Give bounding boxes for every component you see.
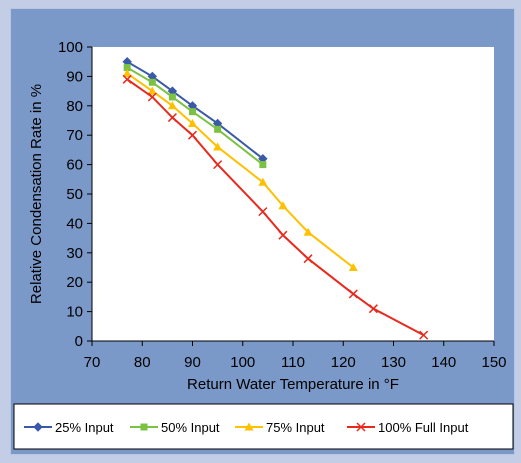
x-marker-stroke <box>258 207 268 217</box>
x-marker-stroke <box>122 74 132 84</box>
data-point-marker <box>140 423 148 431</box>
data-point-marker <box>122 68 132 77</box>
data-point-marker <box>303 254 313 264</box>
data-point-marker <box>259 161 267 169</box>
legend-box <box>13 403 514 450</box>
series-3 <box>122 68 358 271</box>
x-marker-stroke <box>348 289 358 299</box>
legend-label: 25% Input <box>55 420 114 435</box>
data-point-marker <box>258 177 268 186</box>
series-4 <box>122 74 429 340</box>
data-point-marker <box>214 125 222 133</box>
x-marker-stroke <box>147 92 157 102</box>
data-point-marker <box>278 201 288 210</box>
y-tick-label: 40 <box>66 215 83 232</box>
series-layer <box>122 56 429 340</box>
x-marker-stroke <box>167 113 177 123</box>
y-tick-label: 100 <box>58 39 83 56</box>
x-marker-stroke <box>187 130 198 140</box>
y-axis-title: Relative Condensation Rate in % <box>28 84 45 304</box>
y-tick-label: 70 <box>66 127 83 144</box>
legend-label: 75% Input <box>266 420 325 435</box>
data-point-marker <box>356 422 366 432</box>
data-point-marker <box>213 142 223 151</box>
x-marker-stroke <box>303 254 313 264</box>
y-tick-label: 10 <box>66 304 83 321</box>
data-point-marker <box>419 330 429 340</box>
x-tick-label: 130 <box>381 354 406 371</box>
data-point-marker <box>147 92 157 102</box>
data-point-marker <box>189 108 196 116</box>
x-marker-stroke <box>419 330 429 340</box>
data-point-marker <box>147 86 157 95</box>
x-tick-label: 70 <box>84 354 101 371</box>
x-tick-label: 120 <box>331 354 356 371</box>
data-point-marker <box>213 160 223 170</box>
y-tick-label: 60 <box>66 157 83 174</box>
data-point-marker <box>122 74 132 84</box>
legend-item-4: 100% Full Input <box>347 420 469 435</box>
data-point-marker <box>123 64 131 72</box>
data-point-marker <box>167 113 177 123</box>
legend: 25% Input 50% Input 75% Input 100% Full Inp… <box>24 420 469 435</box>
chart-svg: 0 10 20 30 40 50 60 70 80 90 100 70 80 90 100 110 120 130… <box>13 39 514 450</box>
data-point-marker <box>278 230 288 240</box>
x-tick-label: 150 <box>481 354 506 371</box>
y-tick-label: 0 <box>75 333 83 350</box>
series-2 <box>123 64 267 169</box>
series-line <box>126 66 264 166</box>
data-point-marker <box>168 93 176 101</box>
data-point-marker <box>148 78 156 86</box>
data-point-marker <box>188 118 197 127</box>
series-line <box>126 60 264 160</box>
x-axis-title: Return Water Temperature in °F <box>187 376 399 393</box>
legend-item-3: 75% Input <box>235 420 325 435</box>
data-point-marker <box>33 422 43 432</box>
x-tick-label: 80 <box>134 354 151 371</box>
x-marker-stroke <box>368 304 378 314</box>
data-point-marker <box>187 130 198 140</box>
y-tick-label: 50 <box>66 186 83 203</box>
data-point-marker <box>303 227 313 236</box>
y-tick-label: 30 <box>66 245 83 262</box>
data-point-marker <box>244 422 254 431</box>
data-point-marker <box>167 101 177 110</box>
y-tick-label: 90 <box>66 68 83 85</box>
legend-item-1: 25% Input <box>24 420 114 435</box>
data-point-marker <box>368 304 378 314</box>
data-point-marker <box>348 263 358 271</box>
x-marker-stroke <box>356 422 366 432</box>
legend-item-2: 50% Input <box>130 420 220 435</box>
axes: 0 10 20 30 40 50 60 70 80 90 100 70 80 90 100 110 120 130… <box>58 39 507 371</box>
x-tick-label: 140 <box>431 354 456 371</box>
legend-label: 100% Full Input <box>378 420 469 435</box>
chart-panel: 0 10 20 30 40 50 60 70 80 90 100 70 80 90 100 110 120 130… <box>10 8 515 455</box>
legend-label: 50% Input <box>161 420 220 435</box>
x-marker-stroke <box>213 160 223 170</box>
data-point-marker <box>348 289 358 299</box>
x-tick-label: 100 <box>230 354 255 371</box>
data-point-marker <box>258 207 268 217</box>
y-tick-label: 20 <box>66 274 83 291</box>
x-tick-label: 90 <box>184 354 201 371</box>
x-tick-label: 110 <box>281 354 305 371</box>
y-tick-label: 80 <box>66 98 83 115</box>
x-marker-stroke <box>278 230 288 240</box>
